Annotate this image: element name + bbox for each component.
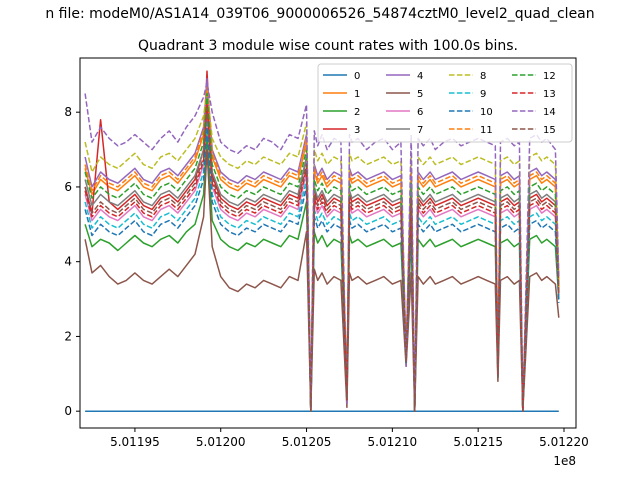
plot-frame — [79, 57, 577, 429]
x-tick-label: 5.01195 — [110, 435, 160, 449]
x-tick-label: 5.01210 — [368, 435, 418, 449]
y-tick-label: 0 — [64, 404, 72, 418]
x-tick-label: 5.01200 — [196, 435, 246, 449]
legend-label-4: 4 — [417, 71, 423, 82]
y-tick-label: 8 — [64, 105, 72, 119]
x-axis: 5.01195 5.01200 5.01205 5.01210 5.01215 5.012… — [110, 428, 589, 449]
legend-label-10: 10 — [480, 107, 493, 118]
x-tick-label: 5.01205 — [282, 435, 332, 449]
x-tick-label: 5.01220 — [539, 435, 589, 449]
legend-label-7: 7 — [417, 125, 423, 136]
series-line-15 — [84, 107, 560, 412]
legend-label-13: 13 — [543, 89, 556, 100]
y-tick-label: 2 — [64, 329, 72, 343]
y-tick-label: 6 — [64, 180, 72, 194]
legend-label-12: 12 — [543, 71, 556, 82]
series-line-7 — [84, 96, 560, 412]
series-line-14 — [84, 81, 560, 412]
legend-label-8: 8 — [480, 71, 486, 82]
legend-label-9: 9 — [480, 89, 486, 100]
x-tick-label: 5.01215 — [453, 435, 503, 449]
legend-label-0: 0 — [354, 71, 360, 82]
legend-frame — [317, 63, 573, 143]
legend-label-1: 1 — [354, 89, 360, 100]
legend-label-5: 5 — [417, 89, 423, 100]
legend-label-2: 2 — [354, 107, 360, 118]
chart-title: Quadrant 3 module wise count rates with … — [138, 38, 518, 54]
plot-area — [79, 57, 577, 429]
series-line-5 — [84, 148, 560, 412]
series-layer — [84, 70, 560, 412]
x-offset-label: 1e8 — [553, 454, 576, 468]
y-tick-label: 4 — [64, 255, 72, 269]
legend-label-14: 14 — [543, 107, 556, 118]
series-line-13 — [84, 103, 560, 412]
legend-label-15: 15 — [543, 125, 556, 136]
legend-label-11: 11 — [480, 125, 493, 136]
figure-suptitle: n file: modeM0/AS1A14_039T06_9000006526_… — [45, 6, 594, 22]
series-line-6 — [84, 111, 560, 412]
legend-label-6: 6 — [417, 107, 423, 118]
legend-label-3: 3 — [354, 125, 360, 136]
y-axis: 0 2 4 6 8 — [64, 105, 80, 418]
